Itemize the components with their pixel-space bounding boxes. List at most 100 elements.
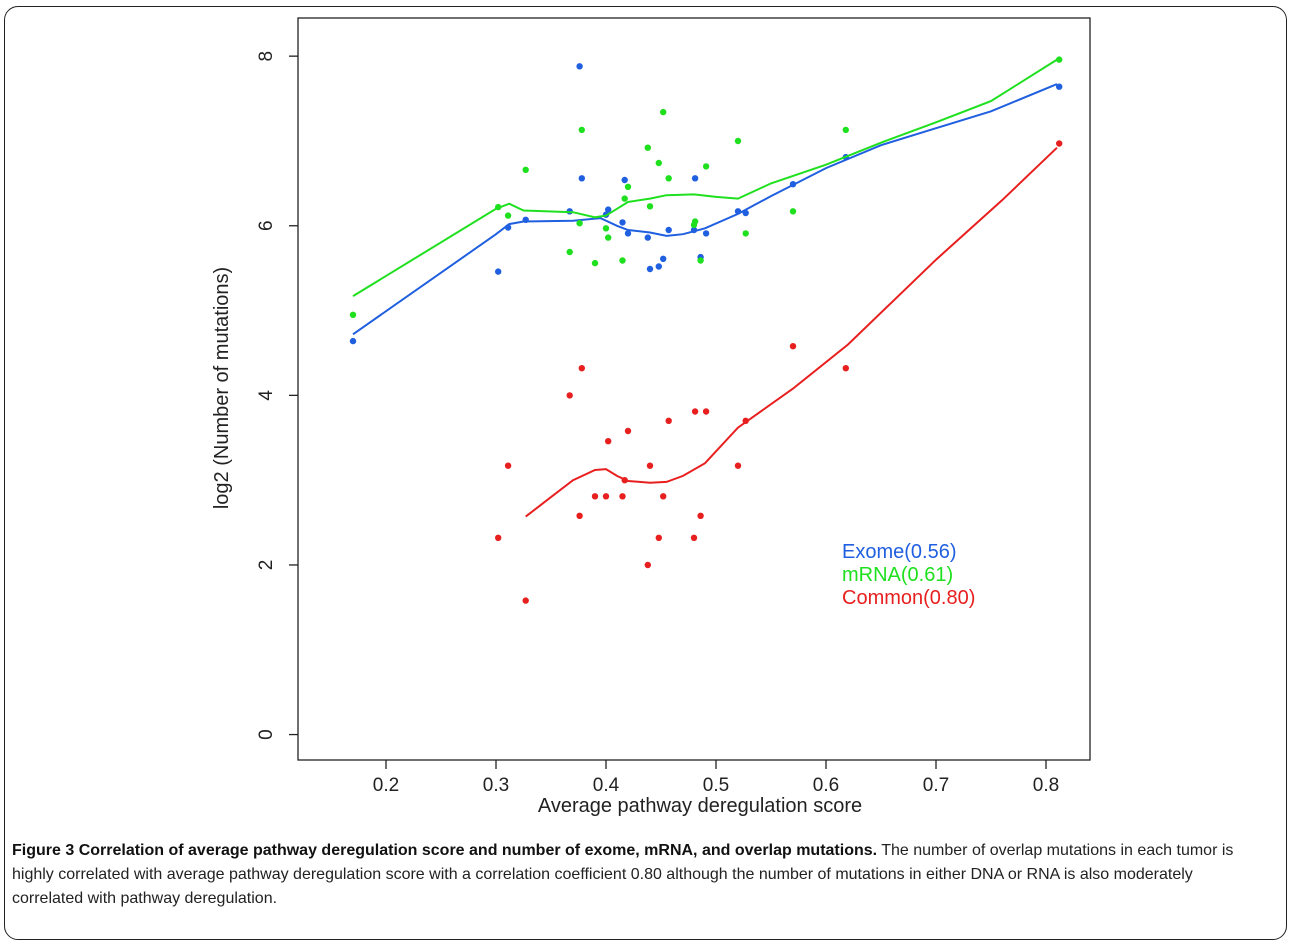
series-0 — [349, 63, 1063, 345]
data-point — [691, 408, 699, 415]
data-point — [742, 209, 749, 217]
y-tick-label: 0 — [256, 729, 277, 740]
data-point — [702, 230, 710, 237]
plot-area — [297, 17, 1091, 761]
data-point — [842, 126, 849, 134]
trend-line-1 — [352, 58, 1058, 297]
x-tick-label: 0.8 — [1033, 775, 1059, 796]
data-point — [702, 408, 710, 415]
data-point — [660, 255, 667, 262]
data-point — [691, 175, 699, 182]
data-point — [578, 175, 585, 182]
data-point — [691, 218, 699, 225]
figure-frame — [4, 6, 1287, 940]
data-point — [646, 203, 654, 210]
data-point — [349, 311, 357, 318]
data-point — [624, 427, 632, 435]
data-point — [578, 365, 585, 372]
data-point — [495, 268, 502, 275]
data-point — [621, 195, 628, 202]
data-point — [660, 108, 667, 116]
y-tick-label: 8 — [256, 51, 277, 62]
data-point — [619, 219, 626, 226]
data-point — [504, 462, 512, 469]
legend-entry-1: mRNA(0.61) — [842, 564, 953, 586]
data-point — [742, 417, 749, 424]
legend-entry-0: Exome(0.56) — [842, 541, 957, 563]
series-1 — [349, 56, 1063, 318]
data-point — [605, 438, 612, 445]
data-point — [690, 534, 698, 541]
x-tick-label: 0.5 — [703, 775, 729, 796]
data-point — [665, 226, 672, 234]
data-point — [591, 259, 599, 267]
data-point — [621, 477, 628, 484]
y-axis-label: log2 (Number of mutations) — [211, 267, 233, 509]
data-point — [644, 144, 651, 151]
data-point — [602, 225, 610, 232]
data-point — [665, 175, 672, 182]
x-axis-label: Average pathway deregulation score — [538, 795, 862, 817]
data-point — [655, 534, 662, 541]
data-point — [522, 216, 529, 223]
caption-text: The number of overlap mutations in each … — [12, 842, 1234, 907]
data-point — [742, 230, 749, 237]
trend-line-2 — [525, 146, 1058, 518]
legend-entry-2: Common(0.80) — [842, 587, 975, 609]
series-2 — [495, 140, 1063, 604]
data-point — [624, 230, 632, 237]
data-point — [504, 224, 512, 231]
data-point — [591, 493, 599, 500]
data-point — [734, 208, 742, 215]
data-point — [522, 166, 529, 173]
y-tick-label: 6 — [256, 220, 277, 231]
data-point — [1056, 83, 1063, 90]
y-tick-label: 4 — [256, 390, 277, 401]
data-point — [576, 220, 583, 227]
x-tick-label: 0.7 — [923, 775, 949, 796]
figure-caption: Figure 3 Correlation of average pathway … — [12, 839, 1267, 911]
data-point — [655, 263, 662, 270]
caption-label: Figure 3 — [12, 842, 75, 859]
data-point — [702, 163, 710, 170]
x-tick-label: 0.2 — [373, 775, 399, 796]
data-point — [566, 248, 573, 256]
data-point — [566, 392, 573, 399]
data-point — [504, 212, 512, 219]
data-point — [697, 257, 704, 264]
y-axis: 0 2 4 6 8 — [256, 51, 298, 740]
data-point — [605, 234, 612, 241]
y-tick-label: 2 — [256, 560, 277, 571]
data-point — [619, 257, 626, 264]
data-point — [349, 337, 357, 345]
data-point — [495, 534, 502, 541]
data-point — [697, 512, 704, 519]
data-point — [495, 203, 502, 211]
data-point — [605, 206, 612, 213]
data-point — [644, 561, 651, 569]
x-tick-label: 0.3 — [483, 775, 509, 796]
data-point — [842, 365, 849, 372]
legend: Exome(0.56)mRNA(0.61)Common(0.80) — [842, 541, 975, 609]
x-tick-label: 0.6 — [813, 775, 839, 796]
data-point — [576, 512, 583, 519]
data-point — [655, 159, 662, 167]
data-point — [660, 493, 667, 500]
data-point — [646, 462, 654, 469]
data-point — [734, 137, 742, 145]
data-point — [734, 462, 742, 469]
data-point — [1056, 140, 1063, 147]
data-point — [621, 176, 628, 184]
x-tick-label: 0.4 — [593, 775, 620, 796]
data-point — [624, 183, 632, 190]
data-point — [789, 208, 797, 215]
data-point — [644, 234, 651, 241]
data-point — [789, 343, 797, 350]
data-point — [646, 265, 654, 273]
x-axis: 0.2 0.3 0.4 0.5 0.6 0.7 0.8 — [373, 760, 1059, 796]
data-point — [522, 597, 529, 604]
caption-title: Correlation of average pathway deregulat… — [78, 842, 878, 859]
data-point — [690, 226, 698, 234]
data-point — [789, 181, 797, 188]
trend-line-0 — [352, 83, 1058, 336]
